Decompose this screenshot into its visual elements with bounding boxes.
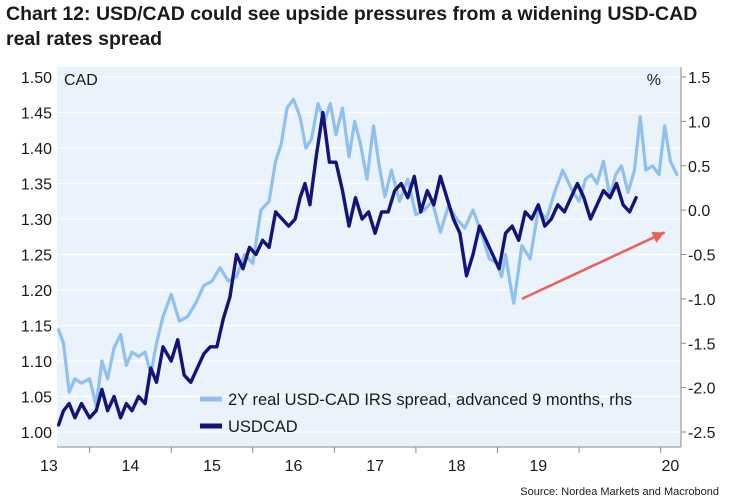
left-tick-label: 1.25	[21, 248, 52, 265]
left-axis: 1.00 1.05 1.10 1.15 1.20 1.25 1.30 1.35 1.40 1.45…	[21, 70, 52, 442]
trend-arrow	[521, 231, 666, 301]
left-tick-label: 1.30	[21, 212, 52, 229]
left-tick-label: 1.10	[21, 354, 52, 371]
left-tick-label: 1.20	[21, 283, 52, 300]
left-tick-label: 1.00	[21, 425, 52, 442]
plot-area	[57, 67, 681, 447]
right-tick-label: -2.5	[688, 425, 716, 442]
right-tick-label: 1.0	[688, 114, 710, 131]
x-tick-label: 15	[203, 458, 221, 475]
right-tick-label: -2.0	[688, 381, 716, 398]
x-tick-label: 17	[366, 458, 384, 475]
legend: 2Y real USD-CAD IRS spread, advanced 9 m…	[200, 391, 632, 436]
source-note: Source: Nordea Markets and Macrobond	[520, 486, 719, 498]
x-tick-label: 19	[529, 458, 547, 475]
legend-label-usdcad: USDCAD	[228, 418, 298, 436]
x-axis: 13 14 15 16 17 18 19 20	[40, 446, 681, 475]
right-tick-label: -0.5	[688, 248, 716, 265]
x-tick-label: 16	[285, 458, 303, 475]
chart-title: Chart 12: USD/CAD could see upside press…	[6, 3, 698, 50]
right-tick-label: 0.5	[688, 159, 710, 176]
left-tick-label: 1.35	[21, 177, 52, 194]
x-tick-label: 20	[661, 458, 679, 475]
series-line-usdcad	[56, 110, 638, 427]
left-tick-label: 1.15	[21, 319, 52, 336]
legend-label-spread: 2Y real USD-CAD IRS spread, advanced 9 m…	[228, 391, 632, 409]
left-tick-label: 1.05	[21, 390, 52, 407]
right-tick-label: -1.5	[688, 336, 716, 353]
x-tick-label: 13	[40, 458, 58, 475]
right-axis-unit: %	[647, 72, 661, 89]
x-tick-label: 14	[122, 458, 140, 475]
series-lines	[56, 97, 679, 427]
right-tick-label: -1.0	[688, 292, 716, 309]
left-tick-label: 1.50	[21, 70, 52, 87]
left-tick-label: 1.45	[21, 106, 52, 123]
left-axis-unit: CAD	[64, 72, 98, 89]
right-axis: 1.5 1.0 0.5 0.0 -0.5 -1.0 -1.5 -2.0 -2.5	[680, 67, 716, 447]
right-tick-label: 1.5	[688, 70, 710, 87]
arrow-head	[651, 231, 665, 243]
left-tick-label: 1.40	[21, 141, 52, 158]
x-tick-label: 18	[448, 458, 466, 475]
arrow-shaft	[521, 231, 666, 301]
series-line-spread	[56, 97, 679, 407]
right-tick-label: 0.0	[688, 203, 710, 220]
